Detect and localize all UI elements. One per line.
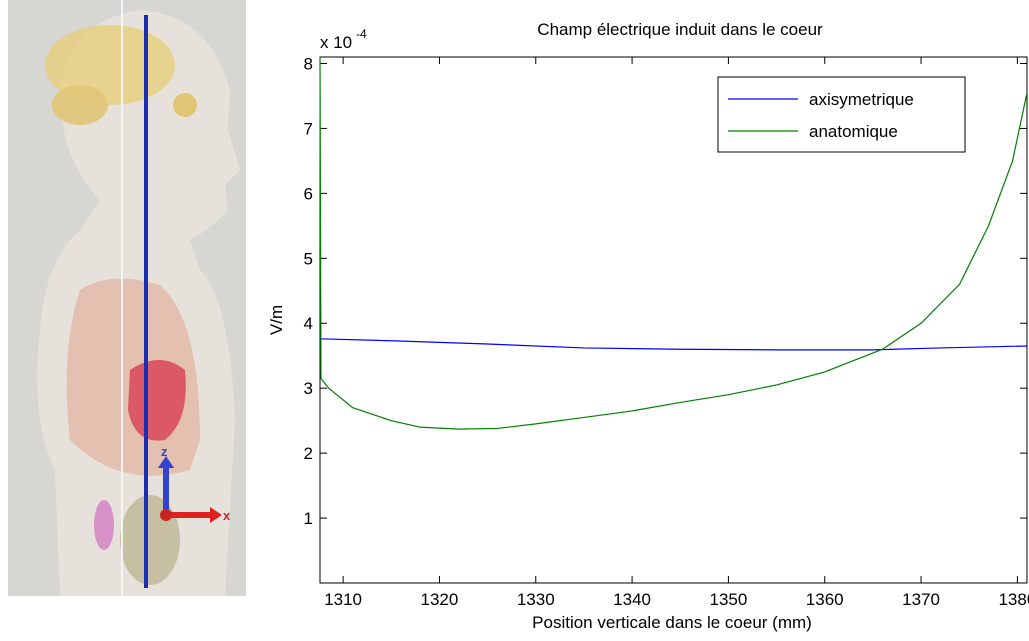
y-tick-label: 1 — [304, 509, 313, 528]
y-tick-label: 4 — [304, 314, 313, 333]
x-tick-label: 1340 — [613, 590, 651, 609]
legend — [717, 76, 966, 153]
y-tick-label: 2 — [304, 444, 313, 463]
x-tick-label: 1370 — [902, 590, 940, 609]
data-line — [319, 56, 1028, 430]
chart-title: Champ électrique induit dans le coeur — [537, 20, 823, 39]
x-tick-label: 1350 — [709, 590, 747, 609]
axis-label: x — [223, 508, 231, 523]
y-scale-exponent: -4 — [356, 27, 367, 41]
y-axis-label: V/m — [267, 305, 286, 335]
y-tick-label: 7 — [304, 119, 313, 138]
y-tick-label: 6 — [304, 184, 313, 203]
x-axis-label: Position verticale dans le coeur (mm) — [532, 613, 812, 632]
x-tick-label: 1330 — [517, 590, 555, 609]
x-tick-label: 1310 — [324, 590, 362, 609]
body-model: z x — [8, 0, 246, 596]
data-line — [319, 338, 1028, 351]
y-tick-label: 5 — [304, 249, 313, 268]
legend-label: axisymetrique — [809, 90, 914, 109]
x-tick-label: 1320 — [421, 590, 459, 609]
y-tick-label: 3 — [304, 379, 313, 398]
y-tick-label: 8 — [304, 54, 313, 73]
y-scale-label: x 10 — [320, 33, 352, 52]
legend-label: anatomique — [809, 122, 898, 141]
x-tick-label: 1380 — [998, 590, 1029, 609]
chart: Champ électrique induit dans le coeur Po… — [267, 20, 1029, 632]
x-tick-label: 1360 — [806, 590, 844, 609]
axis-label: z — [161, 444, 168, 459]
